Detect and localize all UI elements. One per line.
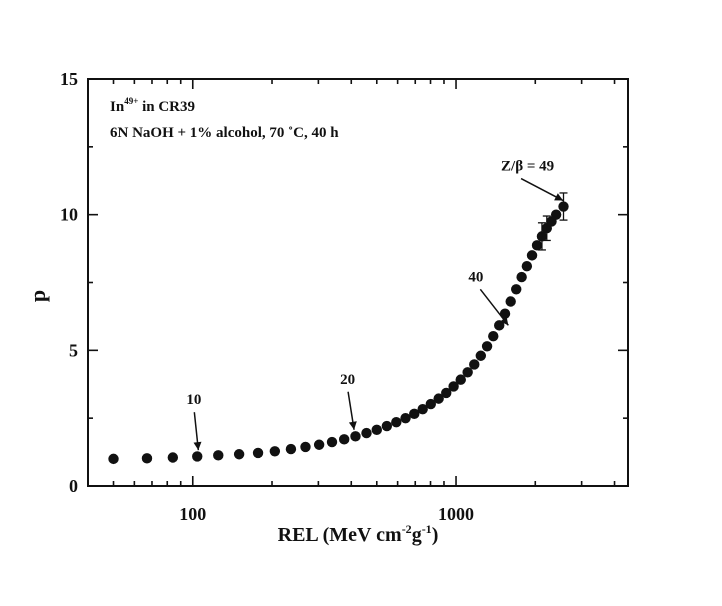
y-tick-label: 5 [69, 340, 78, 360]
data-point [167, 452, 179, 463]
annotation-label: Z/β = 49 [501, 159, 554, 175]
data-point [462, 367, 473, 378]
data-point [269, 446, 281, 457]
data-point [425, 398, 437, 410]
data-point [448, 381, 459, 392]
annotation-label: 40 [468, 269, 483, 285]
annotation-arrowhead [193, 441, 202, 451]
data-point [233, 449, 245, 460]
data-point [499, 308, 511, 319]
x-axis-label-main: REL (MeV cm [278, 524, 402, 546]
x-tick-label: 100 [179, 504, 206, 524]
data-point [400, 412, 411, 424]
data-point [350, 431, 361, 442]
data-point [326, 436, 338, 448]
data-point [381, 420, 393, 432]
annotations: 10 20 40 Z/β = 49 [186, 159, 564, 451]
y-tick-label: 0 [69, 476, 78, 496]
data-point [511, 284, 522, 295]
data-point [488, 331, 499, 342]
data-point [494, 320, 505, 331]
annotation-arrowhead [554, 193, 564, 201]
data-point [455, 374, 466, 385]
data-point [433, 393, 444, 404]
data-point [213, 450, 224, 461]
data-point [475, 350, 487, 361]
data-point [141, 453, 153, 464]
data-point [192, 451, 203, 462]
data-point [550, 209, 562, 220]
legend-ion-charge: 49+ [124, 96, 138, 106]
data-point [371, 424, 382, 436]
data-point [521, 261, 533, 272]
data-point [481, 341, 493, 352]
legend-ion-prefix: In [110, 99, 125, 115]
annotation-label: 10 [186, 392, 201, 408]
error-bars [537, 192, 568, 251]
data-points [108, 201, 569, 465]
data-point [338, 434, 350, 445]
y-axis-ticks: 0 5 10 15 [60, 69, 628, 496]
annotation-label: 20 [340, 372, 355, 388]
data-point [285, 443, 297, 455]
data-point [526, 250, 538, 261]
x-axis-ticks: 100 1000 [87, 79, 616, 524]
data-point [108, 453, 119, 465]
annotation-arrowhead [500, 316, 509, 326]
data-point [516, 271, 527, 283]
x-axis-label-sup2: -1 [422, 522, 432, 536]
x-axis-label-sup1: -2 [402, 522, 412, 536]
legend-etch-line: 6N NaOH + 1% alcohol, 70 ˚C, 40 h [110, 125, 339, 141]
legend-ion-line: In49+ in CR39 [110, 96, 195, 115]
data-point [391, 417, 402, 428]
y-axis-label: p [25, 290, 50, 302]
data-point [417, 404, 428, 415]
legend-ion-suffix: in CR39 [138, 99, 195, 115]
data-point [361, 427, 372, 439]
x-tick-label: 1000 [438, 504, 474, 524]
data-point [505, 296, 516, 307]
data-point [531, 240, 543, 251]
data-point [313, 439, 325, 450]
y-tick-label: 10 [60, 205, 78, 225]
data-point [300, 441, 311, 453]
data-point [441, 387, 452, 399]
annotation-arrowhead [348, 421, 357, 430]
x-axis-label-mid: g [412, 524, 422, 546]
data-point [469, 359, 480, 370]
data-point [409, 408, 420, 420]
x-axis-label: REL (MeV cm-2g-1) [278, 522, 439, 546]
x-axis-label-end: ) [432, 524, 439, 546]
y-tick-label: 15 [60, 69, 78, 89]
data-point [252, 447, 264, 459]
